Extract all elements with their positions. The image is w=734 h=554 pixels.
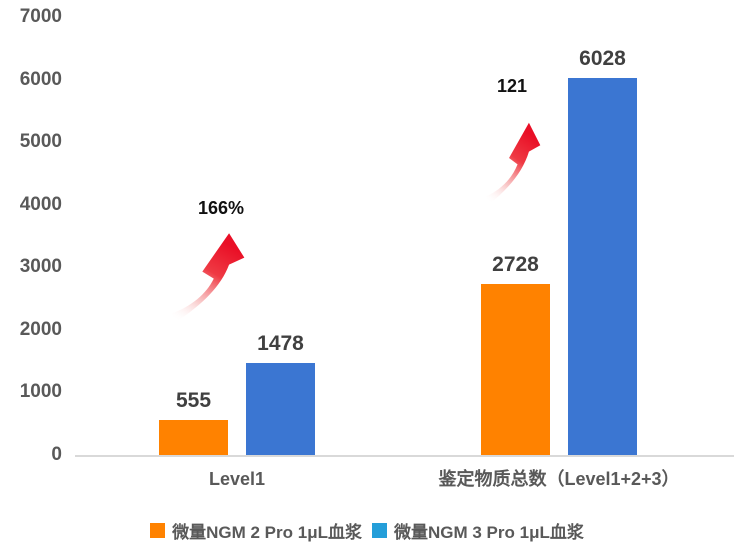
category-label-level1: Level1 — [208, 469, 266, 489]
bar-series1-group2 — [481, 284, 550, 455]
category-label-total: 鉴定物质总数（Level1+2+3） — [438, 469, 680, 489]
legend-label-ngm2pro: 微量NGM 2 Pro 1μL血浆 — [172, 522, 362, 542]
y-axis-tick-3000: 3000 — [19, 256, 62, 278]
y-axis-tick-6000: 6000 — [19, 68, 62, 90]
growth-annotation-1: 166% — [197, 198, 245, 218]
value-label-555: 555 — [175, 389, 212, 413]
growth-arrow-icon — [486, 122, 541, 205]
legend-swatch-orange — [150, 522, 166, 538]
y-axis-tick-4000: 4000 — [19, 193, 62, 215]
value-label-1478: 1478 — [257, 331, 304, 355]
value-label-6028: 6028 — [579, 46, 626, 70]
y-axis-tick-0: 0 — [51, 444, 62, 465]
y-axis-tick-5000: 5000 — [19, 131, 62, 153]
growth-arrow-icon — [171, 233, 245, 323]
value-label-2728: 2728 — [492, 253, 539, 277]
growth-annotation-2: 121 — [496, 76, 528, 96]
bar-series2-group1 — [246, 362, 315, 455]
legend-item-ngm2pro: 微量NGM 2 Pro 1μL血浆 — [150, 518, 362, 543]
bar-series1-group1 — [159, 420, 228, 455]
legend: 微量NGM 2 Pro 1μL血浆 微量NGM 3 Pro 1μL血浆 — [0, 516, 734, 544]
y-axis-tick-1000: 1000 — [19, 381, 62, 403]
legend-label-ngm3pro: 微量NGM 3 Pro 1μL血浆 — [394, 522, 584, 542]
y-axis-tick-2000: 2000 — [19, 318, 62, 340]
legend-item-ngm3pro: 微量NGM 3 Pro 1μL血浆 — [372, 518, 584, 543]
bar-series2-group2 — [568, 77, 637, 455]
legend-swatch-blue — [372, 522, 387, 538]
y-axis-tick-7000: 7000 — [19, 6, 62, 27]
x-axis-line — [75, 455, 734, 457]
